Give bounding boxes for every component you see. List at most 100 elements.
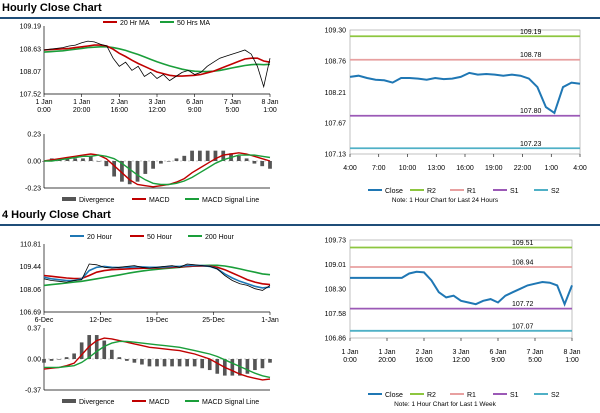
x-tick-label: 16:00 [456,165,474,172]
tick-label-line: 1 Jan [73,99,90,106]
divergence-bar [147,359,152,367]
level-label-r1: 108.94 [512,259,534,266]
tick-label-line: 5:00 [528,357,542,364]
divergence-bar [192,359,197,367]
macd-line [43,152,271,188]
x-tick-label: 7 Jan 5:00 [224,99,241,114]
y-tick-label: -0.23 [25,186,41,193]
macd-line [43,337,271,381]
y-tick-label: 108.30 [325,286,347,293]
ma20-line [43,44,271,77]
tick-label-line: 12:00 [452,357,470,364]
legend-label: MACD Signal Line [202,399,259,406]
legend-label: S1 [510,188,519,195]
divergence-bar [125,359,129,361]
x-tick-label: 1 Jan 0:00 [341,349,358,364]
tick-label-line: 2 Jan [415,349,432,356]
title-underline [0,224,600,226]
legend-label: R1 [467,188,476,195]
tick-label-line: 6 Jan [489,349,506,356]
y-tick-label: 109.44 [20,264,42,271]
legend-label: 20 Hr MA [120,20,150,27]
x-tick-label: 2 Jan 16:00 [415,349,433,364]
y-tick-label: 109.73 [325,238,347,245]
title-underline [0,17,600,19]
divergence-bar [49,359,54,361]
plot-frame [349,29,581,155]
x-tick-label: 1 Jan 0:00 [35,99,52,114]
divergence-bar [236,155,241,161]
divergence-bar [207,359,212,371]
x-tick-label: 1 Jan 20:00 [378,349,396,364]
y-tick-label: 106.86 [325,336,347,343]
close-line [349,71,581,115]
close-line [43,263,271,291]
y-tick-label: 108.07 [20,69,42,76]
divergence-bar [155,359,159,367]
divergence-bar [140,359,144,365]
tick-label-line: 1 Jan [378,349,395,356]
tick-label-line: 1 Jan [341,349,358,356]
divergence-bar [79,342,84,359]
divergence-bar [260,359,265,369]
tick-label-line: 2 Jan [111,99,128,106]
divergence-bar [88,155,93,161]
legend-label: MACD [149,399,170,406]
y-tick-label: 107.13 [325,152,347,159]
legend-label: 20 Hour [87,234,113,241]
y-tick-label: 108.21 [325,90,347,97]
divergence-bar [96,161,101,162]
divergence-bar [166,161,171,162]
legend-label: Close [385,188,403,195]
tick-label-line: 7 Jan [224,99,241,106]
divergence-bar [177,359,182,367]
tick-label-line: 5:00 [226,107,240,114]
legend-label: R2 [427,188,436,195]
divergence-bar [159,161,163,164]
divergence-bar [73,158,78,161]
tick-label-line: 9:00 [188,107,202,114]
tick-label-line: 20:00 [73,107,91,114]
divergence-bar [65,158,70,161]
divergence-bar [117,357,122,359]
divergence-bar [268,161,272,169]
tick-label-line: 1:00 [263,107,277,114]
four-hourly-price-ma-chart: 110.81 109.44 108.06 106.696-Dec 12-Dec 19-De… [20,234,279,324]
y-tick-label: 0.23 [27,132,41,139]
y-tick-label: 0.00 [27,357,41,364]
x-tick-label: 2 Jan 16:00 [111,99,129,114]
plot-frame [349,239,573,339]
x-tick-label: 6 Jan 9:00 [186,99,203,114]
divergence-bar [182,155,187,161]
legend-label: MACD Signal Line [202,197,259,204]
divergence-bar [230,359,235,376]
signal-line [44,340,271,379]
divergence-bar [245,359,250,374]
y-tick-label: 107.52 [20,92,42,99]
divergence-bar [170,359,174,367]
chart-note: Note: 1 Hour Chart for Last 1 Week [394,401,497,408]
y-tick-label: 109.01 [325,262,347,269]
tick-label-line: 8 Jan [563,349,580,356]
tick-label-line: 8 Jan [261,99,278,106]
x-tick-label: 3 Jan 12:00 [148,99,166,114]
level-label-s2: 107.23 [520,141,542,148]
legend-label: S2 [551,188,560,195]
x-tick-label: 13:00 [427,165,445,172]
close-line [350,270,573,307]
divergence-bar [42,359,46,363]
tick-label-line: 6 Jan [186,99,203,106]
legend-label: R2 [427,392,436,399]
y-tick-label: -0.37 [25,388,41,395]
divergence-bar [127,161,132,185]
section-title-4hourly: 4 Hourly Close Chart [2,209,111,221]
legend-label: Divergence [79,399,115,406]
legend-label: MACD [149,197,170,204]
x-tick-label: 6 Jan 9:00 [489,349,506,364]
x-tick-label: 19-Dec [146,317,169,324]
tick-label-line: 3 Jan [148,99,165,106]
x-tick-label: 8 Jan 1:00 [563,349,580,364]
divergence-bar [215,359,220,374]
divergence-bar [135,161,140,182]
